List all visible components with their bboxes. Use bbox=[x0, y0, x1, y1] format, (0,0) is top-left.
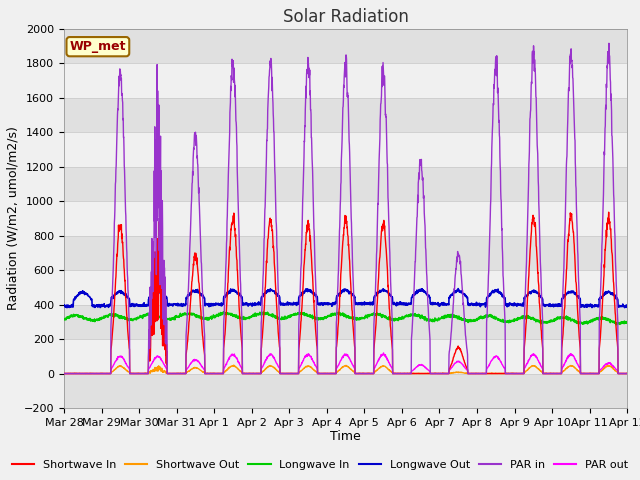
Bar bbox=[64, 29, 627, 63]
Bar bbox=[64, 167, 627, 201]
Bar bbox=[64, 373, 627, 408]
Y-axis label: Radiation (W/m2, umol/m2/s): Radiation (W/m2, umol/m2/s) bbox=[6, 126, 20, 311]
Bar bbox=[64, 98, 627, 132]
Bar bbox=[64, 236, 627, 270]
Legend: Shortwave In, Shortwave Out, Longwave In, Longwave Out, PAR in, PAR out: Shortwave In, Shortwave Out, Longwave In… bbox=[7, 456, 633, 474]
X-axis label: Time: Time bbox=[330, 431, 361, 444]
Bar bbox=[64, 201, 627, 236]
Bar bbox=[64, 63, 627, 98]
Bar bbox=[64, 270, 627, 305]
Title: Solar Radiation: Solar Radiation bbox=[283, 8, 408, 26]
Bar bbox=[64, 305, 627, 339]
Text: WP_met: WP_met bbox=[70, 40, 126, 53]
Bar bbox=[64, 132, 627, 167]
Bar bbox=[64, 339, 627, 373]
